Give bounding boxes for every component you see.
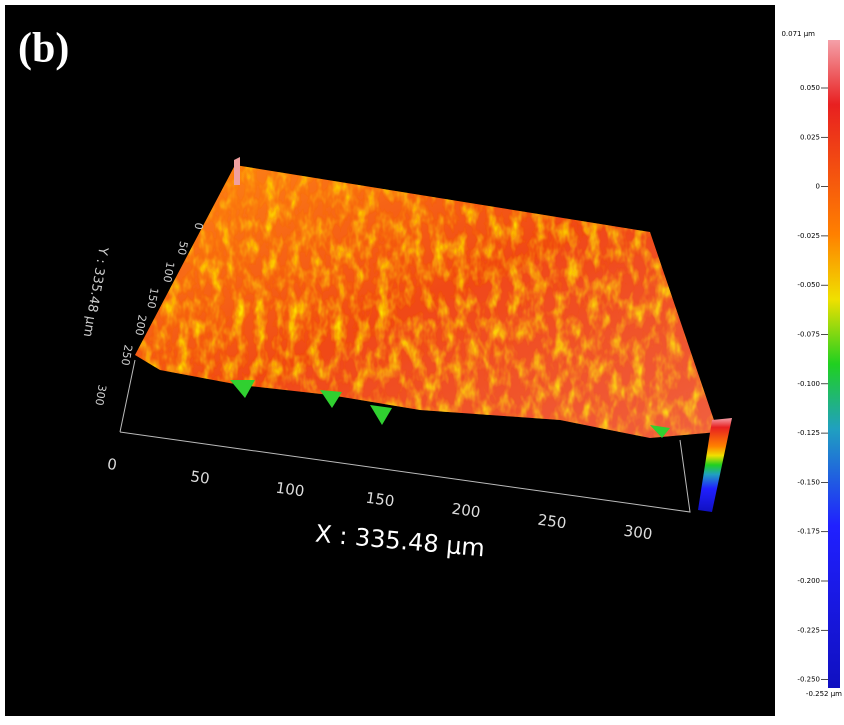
colorbar <box>828 40 840 688</box>
y-tick-label: 200 <box>132 314 148 337</box>
y-tick-label: 50 <box>175 240 190 256</box>
colorbar-max: 0.071 µm <box>781 30 815 38</box>
colorbar-tick-label: -0.075 <box>797 331 820 339</box>
colorbar-tick-label: 0.025 <box>800 133 820 141</box>
panel-label: (b) <box>18 26 69 72</box>
colorbar-tick-label: -0.025 <box>797 232 820 240</box>
colorbar-tick-label: -0.100 <box>797 380 820 388</box>
colorbar-tick-label: 0.050 <box>800 84 820 92</box>
surface <box>135 165 718 438</box>
x-tick-label: 150 <box>365 489 396 511</box>
y-tick-label: 250 <box>118 344 134 367</box>
x-tick-label: 200 <box>451 500 482 522</box>
y-tick-label: 0 <box>191 222 205 231</box>
y-tick-label: 300 <box>92 384 108 407</box>
x-tick-label: 300 <box>623 522 654 544</box>
colorbar-tick-label: -0.175 <box>797 528 820 536</box>
colorbar-tick-label: -0.125 <box>797 429 820 437</box>
x-tick-label: 0 <box>106 455 118 474</box>
x-tick-label: 100 <box>275 479 306 501</box>
side-scale <box>698 418 732 512</box>
x-tick-label: 250 <box>537 511 568 533</box>
y-tick-label: 150 <box>144 287 160 310</box>
colorbar-tick-label: -0.150 <box>797 478 820 486</box>
axis-box <box>119 359 691 513</box>
colorbar-tick-label: -0.225 <box>797 626 820 634</box>
x-tick-label: 50 <box>189 467 210 487</box>
colorbar-tick-label: -0.250 <box>797 676 820 684</box>
surface-dips <box>230 380 670 438</box>
colorbar-tick-label: 0 <box>816 183 820 191</box>
colorbar-tick-label: -0.200 <box>797 577 820 585</box>
colorbar-tick-label: -0.050 <box>797 281 820 289</box>
colorbar-min: -0.252 µm <box>806 690 842 698</box>
corner-spike <box>234 157 240 185</box>
y-tick-label: 100 <box>160 261 176 284</box>
